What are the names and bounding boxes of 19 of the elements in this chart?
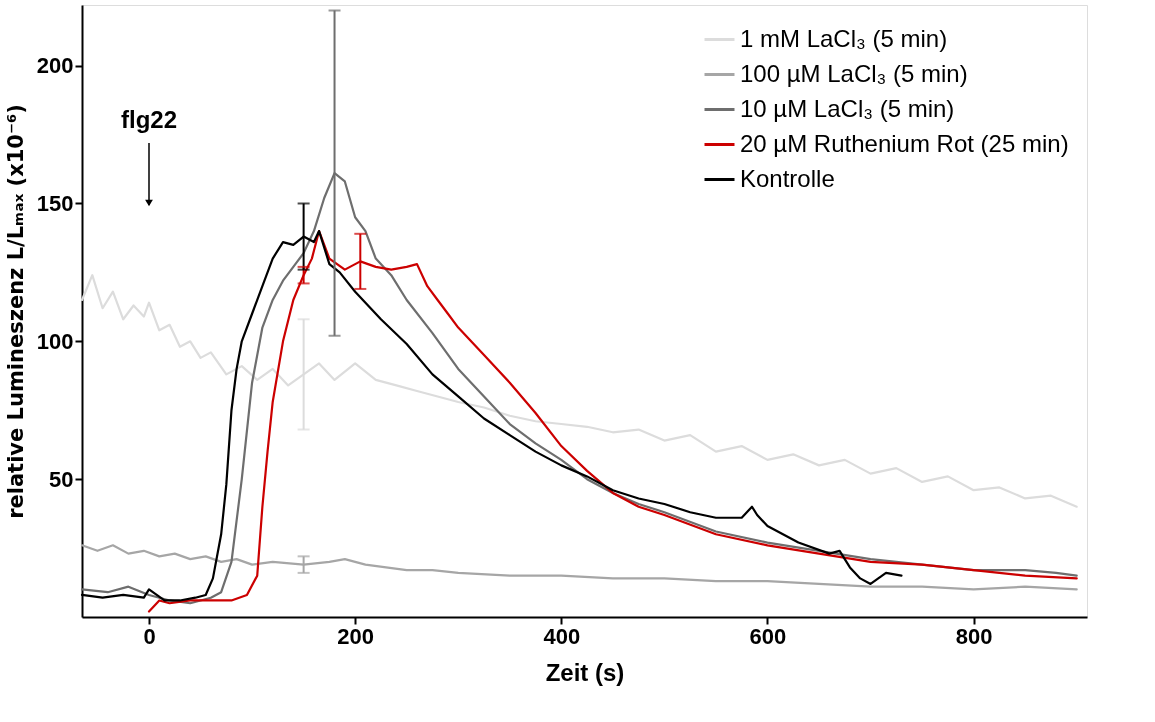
legend-label: 100 µM LaCl₃ (5 min) [740,59,968,87]
y-tick-label: 50 [49,466,74,492]
x-tick-label: 400 [543,623,581,649]
x-tick-label: 200 [337,623,375,649]
line-series [80,274,1078,508]
y-tick-label: 100 [36,328,74,354]
annotation: flg22 [120,106,178,133]
y-tick-label: 150 [36,190,74,216]
legend-label: 1 mM LaCl₃ (5 min) [740,24,948,52]
x-tick-label: 800 [955,623,993,649]
y-tick-label: 200 [36,53,74,79]
x-tick-label: 0 [143,623,156,649]
legend-label: Kontrolle [740,164,835,192]
x-axis-title: Zeit (s) [545,658,625,686]
y-axis-title: relative Lumineszenz L/Lₘₐₓ (x10⁻⁶) [3,104,28,519]
x-tick-label: 600 [749,623,787,649]
line-series [80,544,1078,591]
legend-label: 10 µM LaCl₃ (5 min) [740,94,955,122]
legend-label: 20 µM Ruthenium Rot (25 min) [740,129,1069,157]
